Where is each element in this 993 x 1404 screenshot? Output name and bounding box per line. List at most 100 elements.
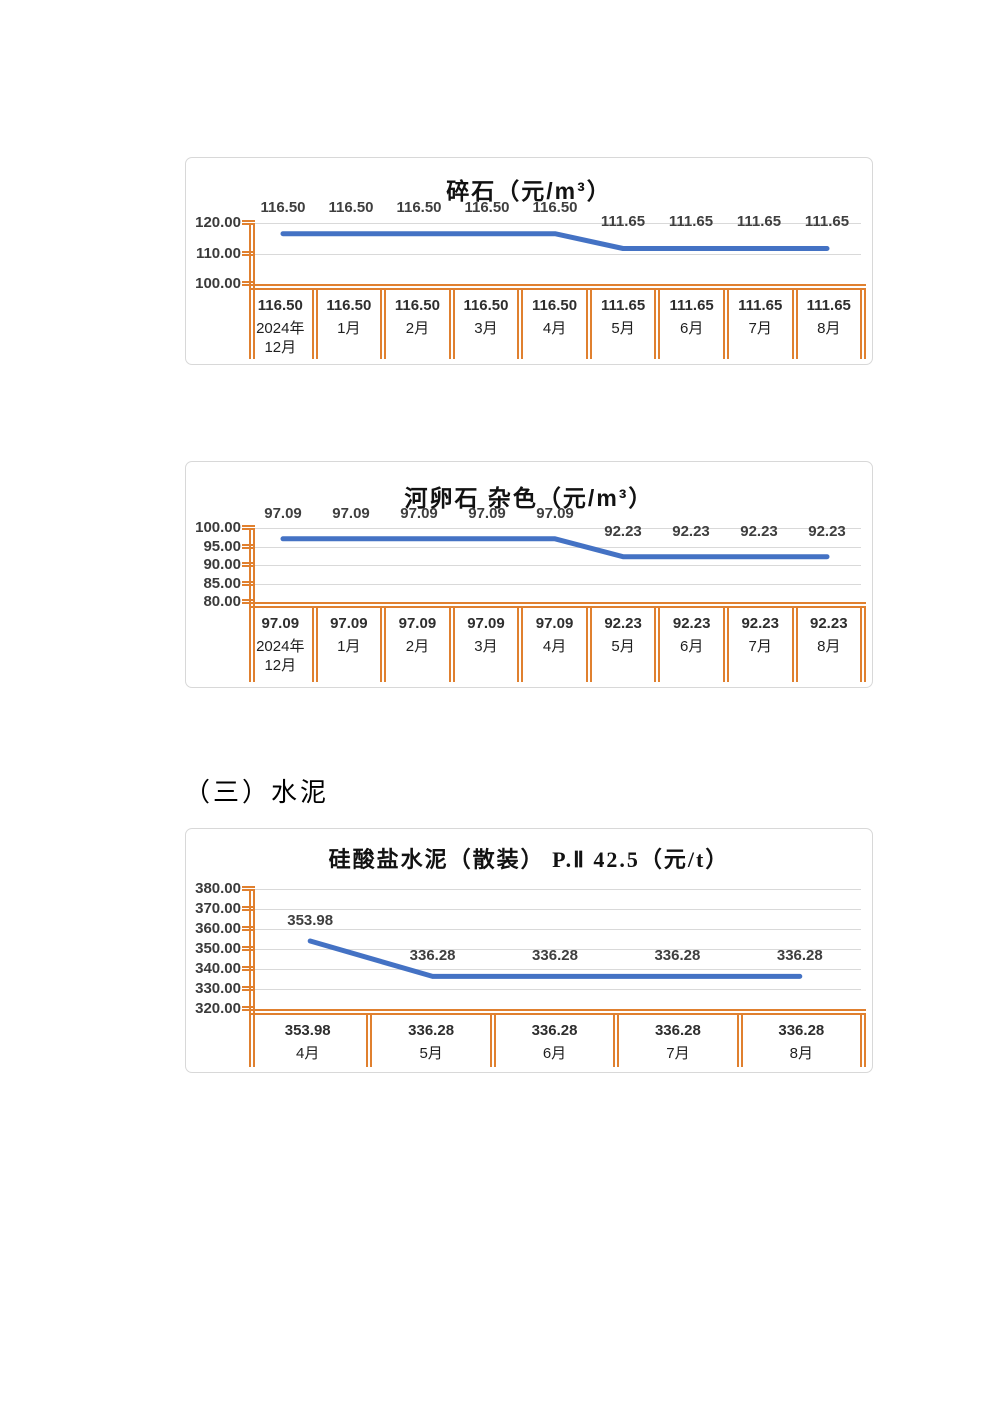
y-axis-tick: [242, 220, 255, 225]
y-axis: [249, 889, 255, 1067]
y-axis-label: 80.00: [203, 593, 241, 610]
table-cell: 336.28 8月: [743, 1015, 867, 1067]
gridline: [249, 969, 861, 970]
data-label: 97.09: [264, 504, 302, 522]
table-cell: 116.50 4月: [523, 290, 592, 359]
y-axis-tick: [242, 906, 255, 911]
data-label: 92.23: [740, 522, 778, 540]
y-axis: [249, 223, 255, 359]
cell-value: 97.09: [398, 615, 437, 632]
cell-value: 116.50: [394, 297, 440, 314]
cell-value: 92.23: [672, 615, 711, 632]
data-label: 97.09: [536, 504, 574, 522]
data-table: 97.09 2024年12月 97.09 1月 97.09 2月 97.09 3月 97.09 4…: [249, 602, 867, 682]
table-cell: 97.09 4月: [523, 608, 592, 682]
gridline: [249, 583, 861, 585]
data-label: 111.65: [600, 213, 646, 231]
gridline: [249, 565, 861, 566]
cell-value: 116.50: [532, 297, 578, 314]
y-axis-label: 330.00: [195, 980, 241, 997]
y-axis-tick: [242, 281, 255, 286]
cell-value: 336.28: [531, 1022, 578, 1039]
cell-value: 92.23: [741, 615, 779, 632]
cell-month: 2024年12月: [256, 638, 305, 674]
y-axis-label: 340.00: [195, 960, 241, 977]
table-cell: 92.23 6月: [660, 608, 729, 682]
data-label: 111.65: [736, 213, 782, 231]
chart-plot-area: 380.00 370.00 360.00 350.00 340.00 330.00 320.…: [186, 829, 872, 1072]
data-label: 336.28: [532, 947, 578, 965]
table-cell: 353.98 4月: [249, 1015, 373, 1067]
cell-value: 116.50: [326, 297, 372, 314]
y-axis-label: 85.00: [203, 574, 241, 592]
y-axis-tick: [242, 886, 255, 891]
table-cell: 116.50 2月: [386, 290, 455, 359]
y-axis-label: 370.00: [195, 900, 241, 917]
data-label: 92.23: [604, 522, 642, 540]
table-cell: 336.28 5月: [372, 1015, 496, 1067]
table-cell: 116.50 3月: [455, 290, 524, 359]
cell-month: 2月: [405, 320, 430, 337]
chart-crushed-stone: 碎石（元/m³） 120.00 110.00 100.00 116.50 116.50 1…: [185, 157, 873, 365]
y-axis-tick: [242, 580, 255, 586]
cell-month: 5月: [611, 320, 635, 337]
data-label: 97.09: [400, 504, 438, 522]
cell-value: 336.28: [654, 1022, 701, 1039]
y-axis-tick: [242, 250, 255, 256]
y-axis-label: 100.00: [195, 519, 241, 536]
cell-value: 92.23: [604, 615, 642, 632]
y-axis-label: 320.00: [195, 1000, 241, 1017]
cell-value: 97.09: [261, 615, 300, 632]
cell-month: 5月: [419, 1045, 443, 1062]
table-cell: 92.23 5月: [592, 608, 661, 682]
table-cell: 111.65 8月: [798, 290, 867, 359]
cell-value: 97.09: [535, 615, 574, 632]
cell-month: 3月: [474, 320, 498, 337]
data-table: 353.98 4月 336.28 5月 336.28 6月 336.28 7月 336.28 8月: [249, 1009, 867, 1067]
gridline: [249, 253, 861, 255]
y-axis-tick: [242, 599, 255, 604]
cell-value: 116.50: [463, 297, 509, 314]
cell-month: 2月: [405, 638, 430, 655]
chart-plot-area: 120.00 110.00 100.00 116.50 116.50 116.50 116.…: [186, 158, 872, 364]
chart-title: 碎石（元/m³）: [446, 178, 612, 204]
y-axis-label: 120.00: [195, 214, 241, 231]
data-label: 111.65: [804, 213, 850, 231]
y-axis-label: 360.00: [195, 920, 241, 937]
y-axis-tick: [242, 1006, 255, 1011]
data-label: 111.65: [668, 213, 714, 231]
cell-month: 1月: [337, 638, 361, 655]
cell-month: 6月: [679, 638, 704, 655]
y-axis-tick: [242, 926, 255, 931]
data-label: 116.50: [260, 198, 306, 216]
table-cell: 97.09 1月: [318, 608, 387, 682]
cell-value: 336.28: [778, 1022, 825, 1039]
table-cell: 97.09 3月: [455, 608, 524, 682]
series-line: [307, 938, 803, 979]
cell-value: 92.23: [810, 615, 848, 632]
y-axis-tick: [242, 986, 255, 991]
table-cell: 92.23 7月: [729, 608, 798, 682]
gridline: [249, 223, 861, 224]
cell-month: 5月: [611, 638, 635, 655]
chart-plot-area: 100.00 95.00 90.00 85.00 80.00 97.09 97.09 97.0…: [186, 462, 872, 687]
data-label: 116.50: [464, 198, 510, 216]
table-cell: 116.50 1月: [318, 290, 387, 359]
gridline: [249, 546, 861, 548]
y-axis-label: 100.00: [195, 275, 241, 292]
table-cell: 336.28 7月: [619, 1015, 743, 1067]
cell-value: 111.65: [669, 297, 714, 314]
cell-month: 6月: [679, 320, 704, 337]
table-cell: 97.09 2月: [386, 608, 455, 682]
series-line: [280, 536, 830, 560]
chart-portland-cement: 硅酸盐水泥（散装） P.Ⅱ 42.5（元/t） 380.00 370.00 360.…: [185, 828, 873, 1073]
cell-value: 111.65: [738, 297, 783, 314]
series-line: [280, 231, 830, 251]
cell-value: 97.09: [467, 615, 505, 632]
cell-value: 353.98: [284, 1022, 331, 1039]
y-axis-label: 95.00: [203, 537, 241, 555]
section-heading-cement: （三）水泥: [184, 778, 330, 807]
data-table: 116.50 2024年12月 116.50 1月 116.50 2月 116.50 3月 11…: [249, 284, 867, 359]
chart-title: 硅酸盐水泥（散装） P.Ⅱ 42.5（元/t）: [328, 847, 730, 872]
gridline: [249, 889, 861, 890]
